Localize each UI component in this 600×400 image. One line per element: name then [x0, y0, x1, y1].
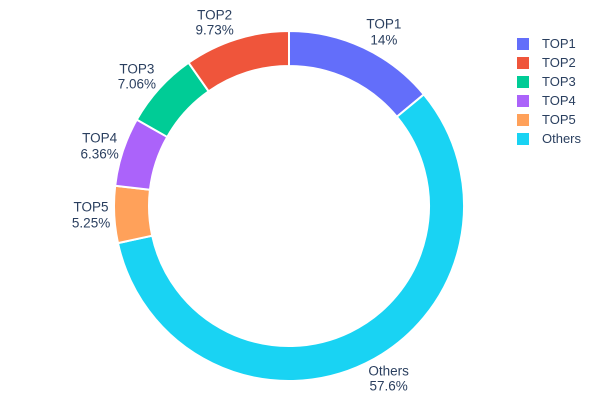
legend-swatch-icon — [517, 94, 529, 107]
legend-swatch-icon — [517, 75, 529, 88]
legend-item-top2[interactable]: TOP2 — [517, 53, 581, 72]
legend-swatch-icon — [517, 56, 529, 69]
legend-item-label: TOP4 — [542, 93, 576, 108]
legend-item-label: TOP2 — [542, 55, 576, 70]
slice-top5[interactable] — [113, 184, 154, 245]
legend-item-label: TOP5 — [542, 112, 576, 127]
slice-top1[interactable] — [288, 29, 426, 119]
slice-others[interactable] — [116, 93, 466, 382]
legend-item-top4[interactable]: TOP4 — [517, 91, 581, 110]
legend: TOP1 TOP2 TOP3 TOP4 TOP5 Others — [517, 34, 581, 148]
legend-swatch-icon — [517, 37, 529, 50]
legend-item-top3[interactable]: TOP3 — [517, 72, 581, 91]
legend-swatch-icon — [517, 113, 529, 126]
legend-swatch-icon — [517, 132, 529, 145]
legend-item-label: Others — [542, 131, 582, 146]
legend-item-top1[interactable]: TOP1 — [517, 34, 581, 53]
legend-item-label: TOP1 — [542, 36, 576, 51]
legend-item-top5[interactable]: TOP5 — [517, 110, 581, 129]
legend-item-others[interactable]: Others — [517, 129, 581, 148]
legend-item-label: TOP3 — [542, 74, 576, 89]
slice-top2[interactable] — [187, 29, 290, 93]
